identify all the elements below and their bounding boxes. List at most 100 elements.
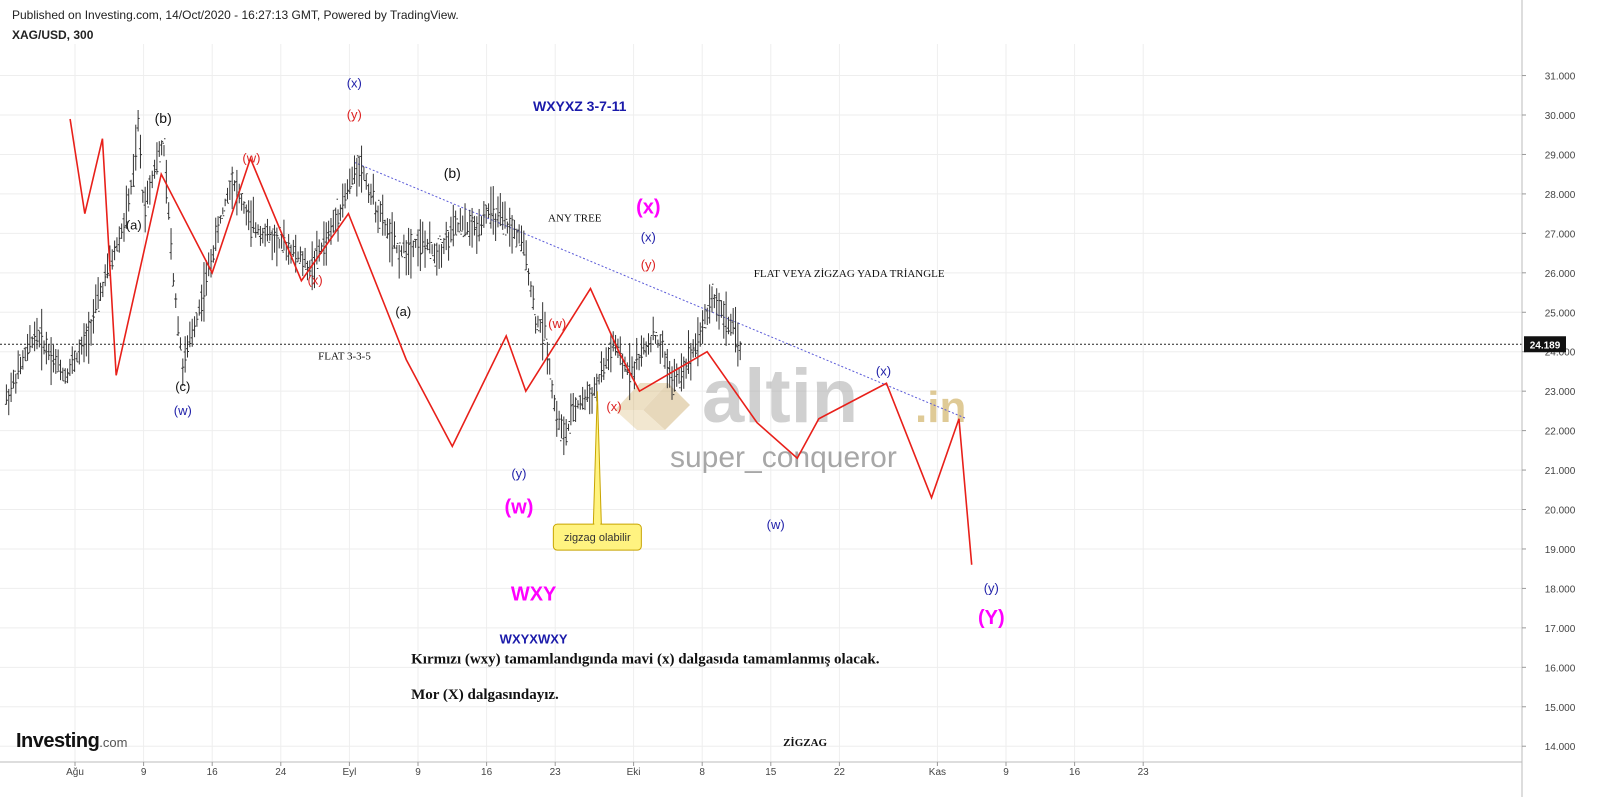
price-bar (233, 180, 237, 192)
price-bar (726, 316, 730, 335)
price-bar (503, 201, 507, 236)
price-bar (200, 284, 204, 322)
price-bar (569, 393, 573, 434)
price-bar (550, 380, 554, 399)
price-bar (89, 319, 93, 346)
price-bar (696, 317, 700, 367)
price-bar (91, 299, 95, 334)
price-tick-label: 17.000 (1545, 624, 1576, 635)
price-bar (472, 215, 476, 236)
price-bar (94, 284, 98, 314)
price-bar (331, 209, 335, 233)
price-bar (169, 228, 173, 260)
time-tick-label: Kas (929, 767, 946, 778)
price-bar (70, 346, 74, 374)
price-bar (512, 219, 516, 239)
price-tick-label: 24.000 (1545, 348, 1576, 359)
price-axis[interactable]: 14.000 15.000 16.000 17.000 18.000 19.000 20.0… (1521, 0, 1576, 797)
price-bar (395, 242, 399, 254)
price-bar (350, 166, 354, 188)
price-bar (256, 224, 260, 235)
wave-label: (w) (767, 517, 785, 532)
price-tick-label: 25.000 (1545, 308, 1576, 319)
price-bar (642, 337, 646, 355)
price-bar (273, 224, 277, 253)
price-bar (148, 175, 152, 205)
price-tick-label: 22.000 (1545, 427, 1576, 438)
time-tick-label: 16 (481, 767, 493, 778)
price-bar (66, 368, 70, 384)
price-bar (188, 321, 192, 348)
price-bar (661, 330, 665, 358)
price-bar (26, 333, 30, 361)
wave-label: FLAT VEYA ZİGZAG YADA TRİANGLE (754, 268, 945, 280)
price-tick-label: 18.000 (1545, 584, 1576, 595)
current-price-label: 24.189 (1530, 340, 1561, 351)
price-bar (127, 188, 131, 212)
price-bar (731, 308, 735, 335)
price-bar (58, 359, 62, 381)
price-tick-label: 20.000 (1545, 506, 1576, 517)
price-bar (590, 387, 594, 414)
time-tick-label: Ağu (66, 767, 84, 778)
price-bar (103, 264, 107, 287)
price-bar (440, 238, 444, 268)
price-bar (428, 221, 432, 260)
price-bar (734, 306, 738, 353)
wave-label: (b) (155, 110, 172, 126)
price-bar (327, 220, 331, 243)
time-axis[interactable]: Ağu 9 16 24 Eyl 9 16 23 Eki 8 15 22 Kas 9 16 23 (0, 761, 1522, 778)
price-bar (458, 208, 462, 235)
price-bar (717, 292, 721, 330)
wave-label: (w) (504, 496, 533, 518)
price-bar (585, 381, 589, 402)
price-bar (562, 416, 566, 456)
price-bar (124, 185, 128, 229)
price-bar (348, 168, 352, 194)
price-bar (675, 363, 679, 387)
time-tick-label: 8 (699, 767, 705, 778)
price-bar (571, 392, 575, 422)
price-bar (301, 251, 305, 277)
price-bar (425, 238, 429, 251)
price-bar (11, 369, 15, 389)
price-bar (480, 216, 484, 236)
price-bar (451, 204, 455, 247)
price-bar (435, 242, 439, 276)
price-bar (715, 288, 719, 322)
resistance-trendline (354, 161, 967, 420)
price-bar (129, 179, 133, 195)
price-bar (336, 198, 340, 242)
logo-suffix: .com (99, 735, 128, 750)
price-bar (82, 323, 86, 363)
price-bar (120, 223, 124, 239)
price-bar (223, 198, 227, 212)
watermark-icon (615, 383, 690, 430)
price-bar (355, 155, 359, 197)
price-bar (216, 216, 220, 243)
price-tick-label: 29.000 (1545, 150, 1576, 161)
price-bar (296, 251, 300, 263)
price-bar (409, 228, 413, 279)
price-bar (383, 219, 387, 236)
price-bar (110, 249, 114, 270)
price-bar (672, 358, 676, 396)
price-bar (98, 282, 102, 301)
price-bar (604, 347, 608, 369)
price-bar (63, 368, 67, 384)
price-bar (33, 321, 37, 352)
price-bar (381, 194, 385, 236)
time-tick-label: 16 (1069, 767, 1081, 778)
price-tick-label: 30.000 (1545, 111, 1576, 122)
price-bar (214, 217, 218, 252)
logo-main: Investing (16, 730, 100, 752)
price-bar (186, 335, 190, 358)
price-bar (242, 201, 246, 214)
price-bar (16, 350, 20, 380)
time-tick-label: Eki (627, 767, 641, 778)
price-tick-label: 15.000 (1545, 703, 1576, 714)
price-bar (517, 224, 521, 246)
price-bar (9, 372, 13, 403)
price-bar (465, 222, 469, 235)
